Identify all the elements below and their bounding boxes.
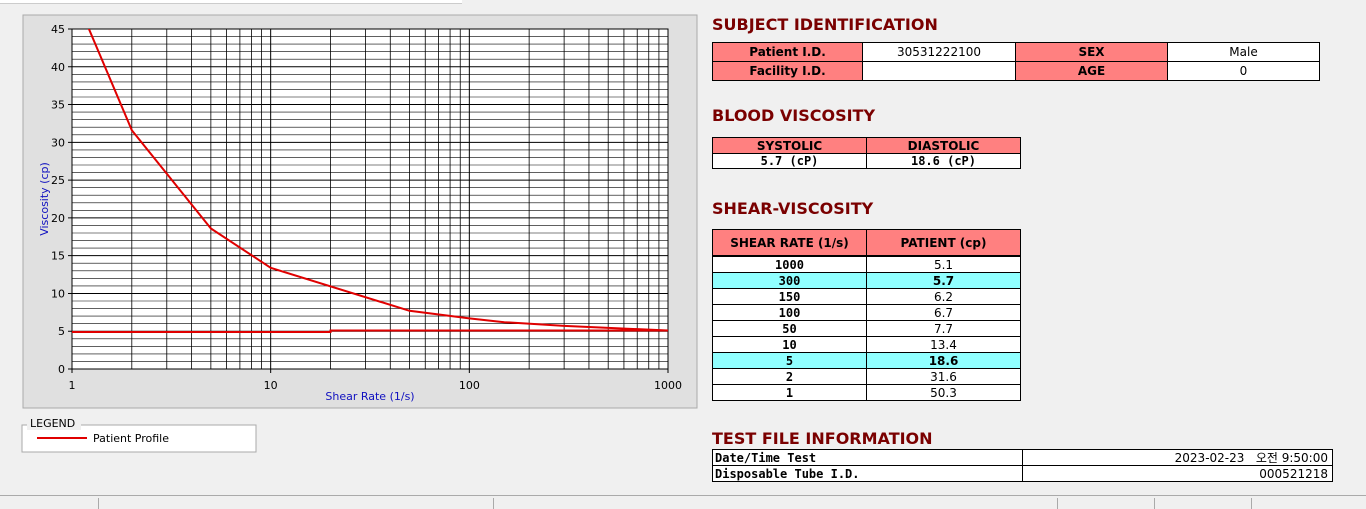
field-label: SEX xyxy=(1015,42,1168,62)
y-tick-label: 5 xyxy=(58,325,65,338)
column-header: SYSTOLIC xyxy=(712,137,867,154)
top-bar xyxy=(0,0,462,4)
patient-value: 13.4 xyxy=(866,336,1021,353)
field-value: 30531222100 xyxy=(862,42,1016,62)
y-tick-label: 30 xyxy=(51,136,65,149)
section-title: TEST FILE INFORMATION xyxy=(712,429,933,448)
y-tick-label: 25 xyxy=(51,174,65,187)
section-title: SHEAR-VISCOSITY xyxy=(712,199,874,218)
series-line xyxy=(72,329,668,333)
field-value: 000521218 xyxy=(1022,465,1333,482)
patient-value: 18.6 xyxy=(866,352,1021,369)
y-tick-label: 40 xyxy=(51,61,65,74)
status-divider xyxy=(1251,498,1252,509)
patient-value: 5.7 xyxy=(866,272,1021,289)
plot-area xyxy=(71,28,669,370)
shear-rate: 300 xyxy=(712,272,867,289)
y-tick-label: 45 xyxy=(51,23,65,36)
y-axis-label: Viscosity (cp) xyxy=(38,162,51,236)
field-label: Facility I.D. xyxy=(712,61,863,81)
status-divider xyxy=(98,498,99,509)
shear-rate: 150 xyxy=(712,288,867,305)
x-tick-label: 100 xyxy=(459,379,480,392)
shear-rate: 100 xyxy=(712,304,867,321)
status-divider xyxy=(1057,498,1058,509)
shear-rate: 2 xyxy=(712,368,867,385)
x-axis-label: Shear Rate (1/s) xyxy=(325,390,414,403)
patient-value: 31.6 xyxy=(866,368,1021,385)
section-title: BLOOD VISCOSITY xyxy=(712,106,876,125)
field-value: 2023-02-23 오전 9:50:00 xyxy=(1022,449,1333,466)
field-value: 0 xyxy=(1167,61,1320,81)
patient-value: 7.7 xyxy=(866,320,1021,337)
patient-value: 50.3 xyxy=(866,384,1021,401)
section-title: SUBJECT IDENTIFICATION xyxy=(712,15,938,34)
x-tick-label: 10 xyxy=(264,379,278,392)
field-label: Patient I.D. xyxy=(712,42,863,62)
shear-rate: 1000 xyxy=(712,256,867,273)
y-tick-label: 35 xyxy=(51,99,65,112)
patient-value: 6.2 xyxy=(866,288,1021,305)
y-tick-label: 10 xyxy=(51,287,65,300)
x-tick-label: 1 xyxy=(69,379,76,392)
field-label: Date/Time Test xyxy=(712,449,1023,466)
status-divider xyxy=(1154,498,1155,509)
y-tick-label: 0 xyxy=(58,363,65,376)
y-tick-label: 15 xyxy=(51,250,65,263)
status-bar xyxy=(0,495,1366,509)
shear-rate: 10 xyxy=(712,336,867,353)
shear-rate: 5 xyxy=(712,352,867,369)
legend-label: Patient Profile xyxy=(93,432,169,445)
x-tick-label: 1000 xyxy=(654,379,682,392)
y-tick-label: 20 xyxy=(51,212,65,225)
field-label: Disposable Tube I.D. xyxy=(712,465,1023,482)
legend-title-bg xyxy=(27,418,81,430)
legend-title: LEGEND xyxy=(30,417,75,430)
status-divider xyxy=(493,498,494,509)
shear-rate: 1 xyxy=(712,384,867,401)
series-line xyxy=(87,29,668,332)
patient-value: 5.1 xyxy=(866,256,1021,273)
chart: Shear Rate (1/s) Viscosity (cp) LEGEND 0… xyxy=(21,14,698,453)
column-header: SHEAR RATE (1/s) xyxy=(712,229,867,256)
field-value: Male xyxy=(1167,42,1320,62)
field-value xyxy=(862,61,1016,81)
column-header: DIASTOLIC xyxy=(866,137,1021,154)
field-label: AGE xyxy=(1015,61,1168,81)
cell-value: 5.7 (cP) xyxy=(712,153,867,169)
patient-value: 6.7 xyxy=(866,304,1021,321)
column-header: PATIENT (cp) xyxy=(866,229,1021,256)
shear-rate: 50 xyxy=(712,320,867,337)
cell-value: 18.6 (cP) xyxy=(866,153,1021,169)
